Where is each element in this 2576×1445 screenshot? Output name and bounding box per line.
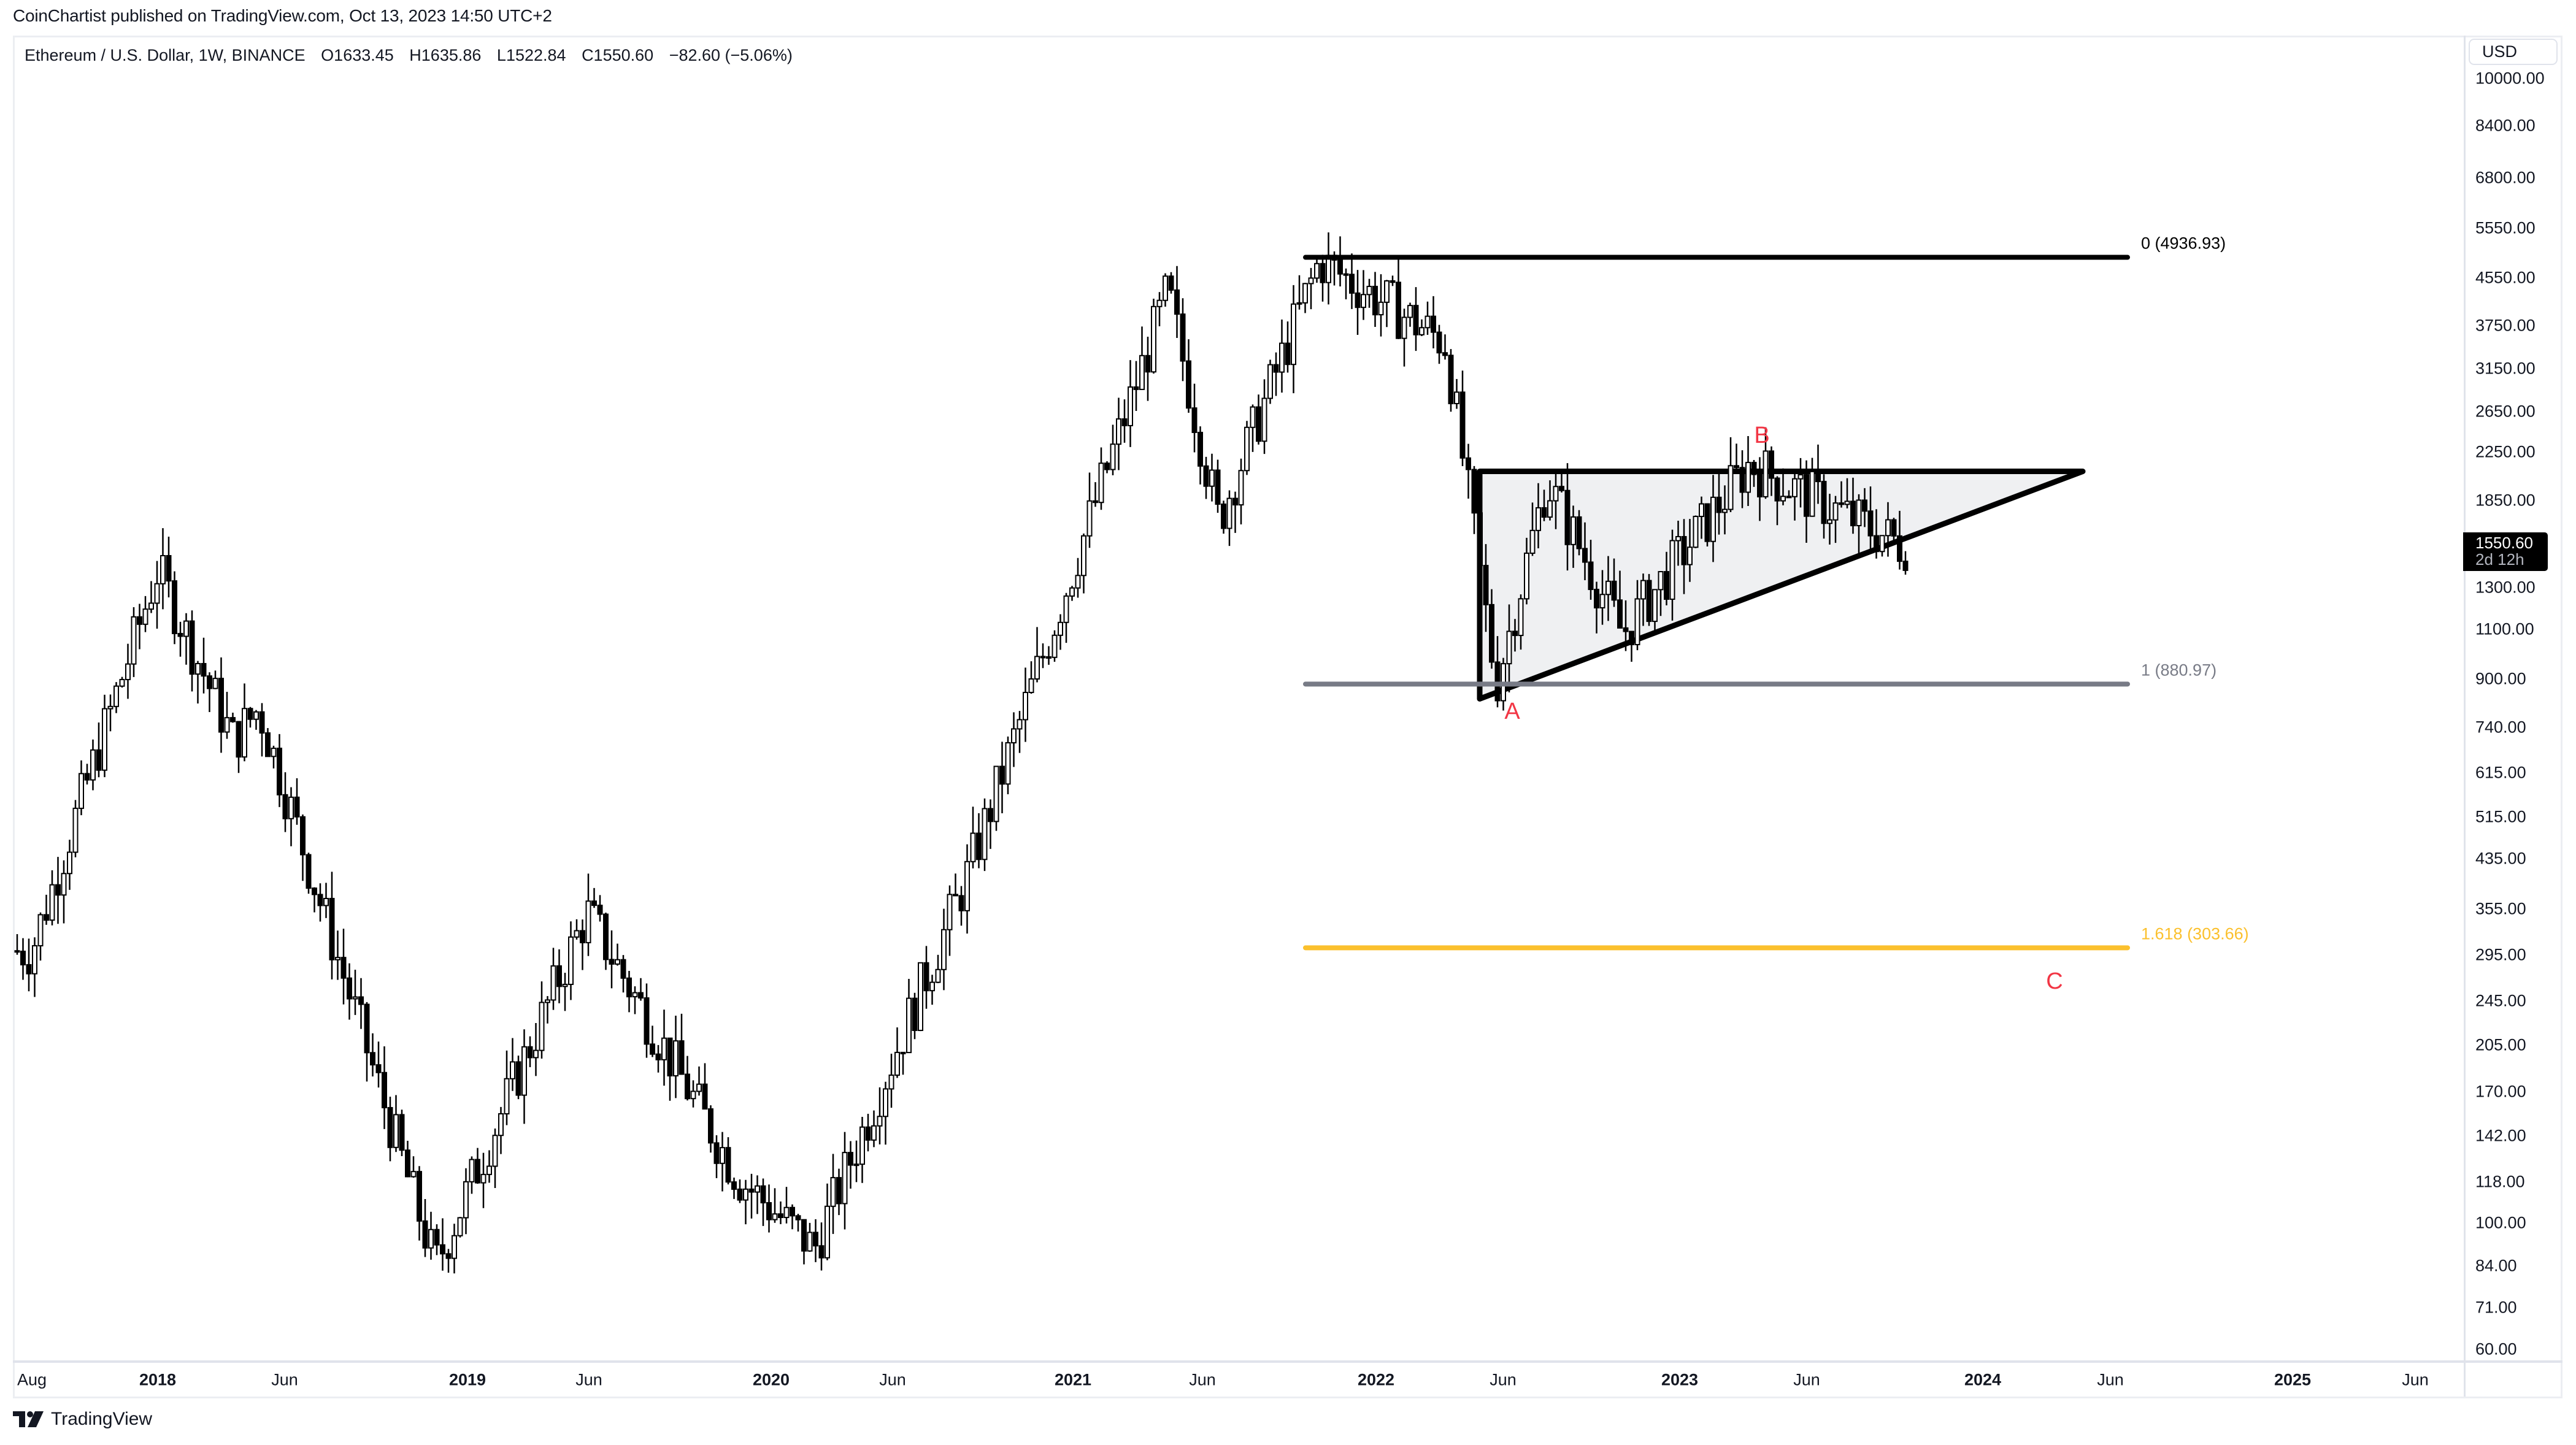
footer-brand-text: TradingView	[51, 1409, 153, 1429]
time-tick: 2024	[1964, 1370, 2002, 1389]
wave-label-b: B	[1754, 423, 1769, 448]
price-tick: 2250.00	[2475, 442, 2536, 461]
price-tick: 1850.00	[2475, 491, 2536, 510]
symbol-name: Ethereum / U.S. Dollar, 1W, BINANCE	[25, 46, 306, 64]
ohlc-open: O1633.45	[321, 46, 394, 64]
price-tick: 3150.00	[2475, 359, 2536, 378]
price-tick: 245.00	[2475, 991, 2526, 1010]
time-tick: 2022	[1357, 1370, 1395, 1389]
time-tick: Jun	[2402, 1370, 2429, 1389]
time-tick: Jun	[2097, 1370, 2124, 1389]
fib-level-0-label: 0 (4936.93)	[2141, 234, 2226, 253]
price-tick: 2650.00	[2475, 402, 2536, 421]
wave-label-c: C	[2046, 968, 2063, 994]
price-tick: 170.00	[2475, 1082, 2526, 1100]
price-tick: 900.00	[2475, 669, 2526, 688]
price-axis-separator	[2464, 36, 2466, 1397]
price-tick: 100.00	[2475, 1213, 2526, 1232]
time-tick: Aug	[17, 1370, 47, 1389]
price-tick: 10000.00	[2475, 69, 2545, 88]
fib-level-1-label: 1 (880.97)	[2141, 661, 2217, 679]
price-tick: 615.00	[2475, 763, 2526, 782]
price-tick: 71.00	[2475, 1298, 2517, 1317]
time-tick: 2023	[1661, 1370, 1699, 1389]
price-tick: 3750.00	[2475, 316, 2536, 335]
symbol-legend: Ethereum / U.S. Dollar, 1W, BINANCE O163…	[25, 46, 804, 65]
price-tick: 740.00	[2475, 718, 2526, 737]
time-tick: Jun	[1189, 1370, 1216, 1389]
price-tick: 1300.00	[2475, 578, 2536, 597]
price-tick: 515.00	[2475, 807, 2526, 826]
price-tick: 8400.00	[2475, 116, 2536, 135]
price-tick: 355.00	[2475, 899, 2526, 918]
price-tick: 118.00	[2475, 1172, 2525, 1191]
current-price-tag: 1550.60 2d 12h	[2463, 532, 2548, 571]
ohlc-close: C1550.60	[582, 46, 654, 64]
footer-brand[interactable]: TradingView	[13, 1409, 152, 1430]
price-tick: 4550.00	[2475, 268, 2536, 286]
time-tick: Jun	[1490, 1370, 1517, 1389]
time-tick: 2020	[752, 1370, 790, 1389]
ohlc-low: L1522.84	[496, 46, 566, 64]
candles	[14, 232, 1909, 1274]
price-tick: 205.00	[2475, 1035, 2526, 1054]
time-tick: 2019	[448, 1370, 486, 1389]
price-tick: 5550.00	[2475, 218, 2536, 237]
time-axis[interactable]	[13, 1363, 2563, 1398]
price-tick: 295.00	[2475, 945, 2526, 964]
publish-info: CoinChartist published on TradingView.co…	[13, 6, 552, 25]
price-tick: 1100.00	[2475, 619, 2534, 638]
current-price: 1550.60	[2475, 534, 2533, 552]
time-tick: Jun	[271, 1370, 298, 1389]
bar-countdown: 2d 12h	[2475, 550, 2524, 569]
ohlc-high: H1635.86	[409, 46, 482, 64]
time-tick: Jun	[575, 1370, 602, 1389]
tradingview-logo-icon	[13, 1411, 44, 1427]
time-tick: 2025	[2274, 1370, 2312, 1389]
wave-label-a: A	[1504, 699, 1520, 724]
price-tick: 435.00	[2475, 849, 2526, 868]
price-tick: 6800.00	[2475, 168, 2536, 187]
time-tick: 2018	[139, 1370, 177, 1389]
time-axis-separator	[13, 1360, 2563, 1363]
fib-level-1618-label: 1.618 (303.66)	[2141, 924, 2249, 943]
currency-button[interactable]: USD	[2469, 39, 2558, 65]
time-tick: Jun	[1793, 1370, 1820, 1389]
time-tick: 2021	[1054, 1370, 1092, 1389]
price-tick: 142.00	[2475, 1126, 2526, 1145]
ohlc-change: −82.60 (−5.06%)	[669, 46, 793, 64]
time-tick: Jun	[879, 1370, 906, 1389]
price-tick: 60.00	[2475, 1340, 2517, 1359]
price-tick: 84.00	[2475, 1256, 2517, 1275]
